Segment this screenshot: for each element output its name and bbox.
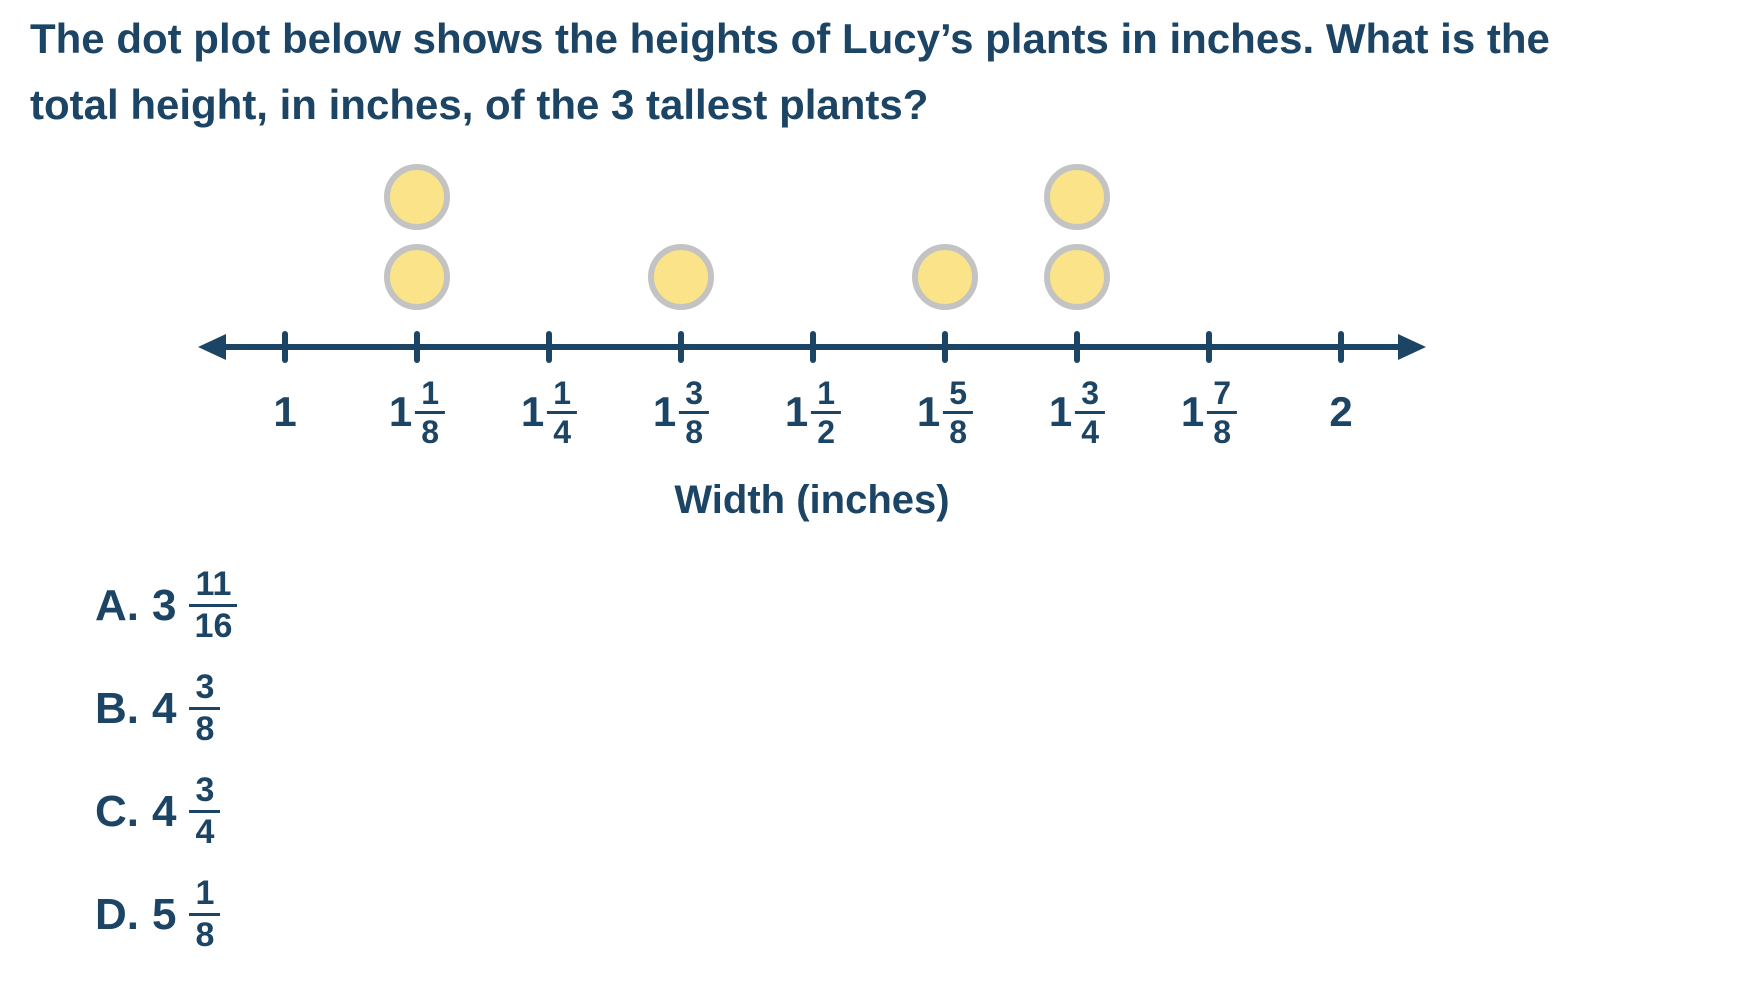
tick-label: 2 <box>1329 376 1352 448</box>
answer-option-d[interactable]: D. 5 1 8 <box>95 875 237 954</box>
option-letter: D. <box>95 889 139 939</box>
tick-label-whole: 1 <box>273 388 297 435</box>
option-fraction-denominator: 16 <box>194 607 233 645</box>
option-fraction-numerator: 11 <box>189 566 238 607</box>
tick-label-fraction-denominator: 4 <box>1081 413 1100 450</box>
axis-label: Width (inches) <box>674 478 950 522</box>
plot-dot <box>912 244 978 310</box>
option-whole-number: 4 <box>152 786 177 836</box>
option-fraction-numerator: 3 <box>189 669 221 710</box>
option-fraction-numerator: 1 <box>189 875 221 916</box>
question-text: The dot plot below shows the heights of … <box>30 6 1550 138</box>
option-fraction-denominator: 8 <box>195 916 215 954</box>
tick-label-fraction-denominator: 4 <box>553 413 572 450</box>
plot-dot <box>1044 244 1110 310</box>
tick-label-fraction-denominator: 8 <box>1213 413 1232 450</box>
plot-dot <box>648 244 714 310</box>
tick-label-fraction-numerator: 7 <box>1207 376 1238 414</box>
option-fraction-numerator: 3 <box>189 772 221 813</box>
option-fraction-denominator: 8 <box>195 710 215 748</box>
arrow-right-icon <box>1398 334 1426 360</box>
tick-label-fraction-denominator: 8 <box>949 413 968 450</box>
tick-label-whole: 2 <box>1329 388 1353 435</box>
option-fraction-denominator: 4 <box>195 813 215 851</box>
tick-label-fraction-numerator: 1 <box>415 376 446 414</box>
tick-mark <box>942 331 948 363</box>
tick-mark <box>546 331 552 363</box>
tick-label-whole: 1 <box>388 388 413 435</box>
arrow-left-icon <box>198 334 226 360</box>
plot-dot <box>384 244 450 310</box>
tick-label-fraction-numerator: 1 <box>811 376 842 414</box>
tick-label-whole: 1 <box>520 388 545 435</box>
tick-label-fraction-denominator: 8 <box>685 413 704 450</box>
tick-mark <box>1338 331 1344 363</box>
option-fraction: 11 16 <box>189 566 238 645</box>
plot-dot <box>384 164 450 230</box>
plot-dot <box>1044 164 1110 230</box>
answer-option-c[interactable]: C. 4 3 4 <box>95 772 237 851</box>
option-whole-number: 4 <box>152 683 177 733</box>
question-line-1: The dot plot below shows the heights of … <box>30 15 1550 62</box>
tick-mark <box>1074 331 1080 363</box>
answer-options: A. 3 11 16 B. 4 3 8 C. 4 3 4 D. 5 1 8 <box>95 566 238 954</box>
answer-option-a[interactable]: A. 3 11 16 <box>95 566 238 645</box>
tick-mark <box>282 331 288 363</box>
tick-label-whole: 1 <box>916 388 941 435</box>
tick-label-fraction-numerator: 5 <box>943 376 974 414</box>
tick-label-fraction-numerator: 3 <box>1075 376 1106 414</box>
option-whole-number: 3 <box>152 580 177 630</box>
option-letter: B. <box>95 683 139 733</box>
tick-mark <box>678 331 684 363</box>
answer-option-b[interactable]: B. 4 3 8 <box>95 669 237 748</box>
tick-label: 1 <box>273 376 296 448</box>
tick-mark <box>1206 331 1212 363</box>
tick-label-fraction-denominator: 2 <box>817 413 836 450</box>
tick-label-fraction-numerator: 3 <box>679 376 710 414</box>
question-line-2: total height, in inches, of the 3 talles… <box>30 81 929 128</box>
tick-label-whole: 1 <box>652 388 677 435</box>
tick-label-whole: 1 <box>784 388 809 435</box>
tick-label-whole: 1 <box>1180 388 1205 435</box>
tick-label-fraction-denominator: 8 <box>421 413 440 450</box>
tick-label-fraction-numerator: 1 <box>547 376 578 414</box>
tick-mark <box>810 331 816 363</box>
option-letter: C. <box>95 786 139 836</box>
tick-mark <box>414 331 420 363</box>
tick-label-whole: 1 <box>1048 388 1073 435</box>
option-whole-number: 5 <box>152 889 177 939</box>
option-letter: A. <box>95 580 139 630</box>
